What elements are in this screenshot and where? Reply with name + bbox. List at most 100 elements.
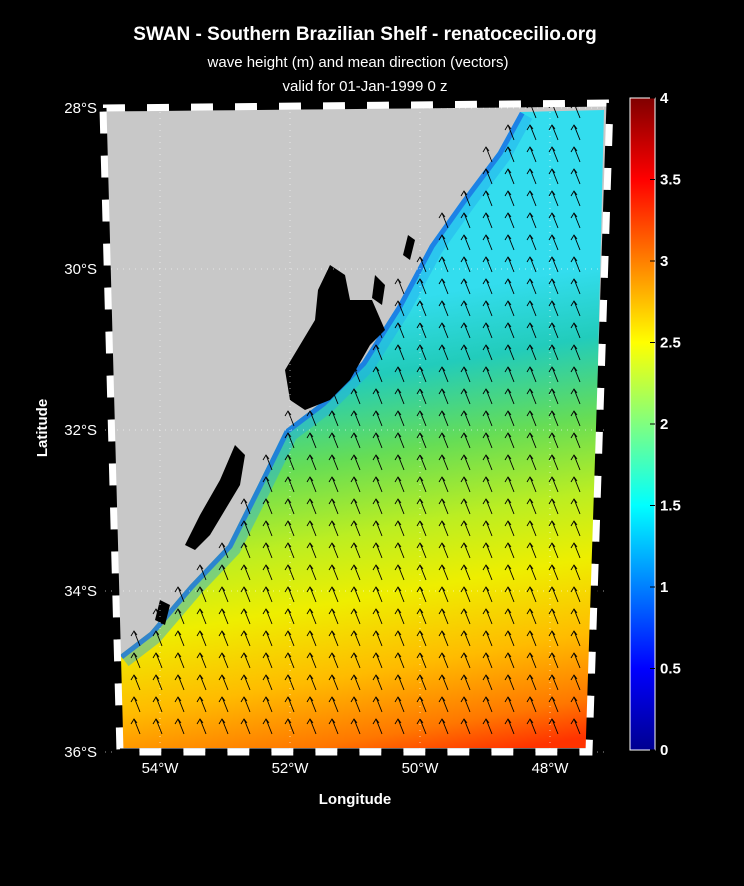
direction-arrow (394, 476, 405, 493)
direction-arrow (548, 410, 559, 427)
direction-arrow (438, 476, 449, 493)
direction-arrow (240, 608, 251, 625)
direction-arrow (548, 322, 559, 339)
direction-arrow (504, 124, 515, 141)
direction-arrow (460, 696, 471, 713)
direction-arrow (548, 168, 559, 185)
direction-arrow (460, 212, 471, 229)
direction-arrow (504, 542, 515, 559)
direction-arrow (152, 674, 163, 691)
direction-arrow (526, 146, 537, 163)
direction-arrow (416, 674, 427, 691)
direction-arrow (526, 388, 537, 405)
direction-arrow (482, 586, 493, 603)
direction-arrow (482, 674, 493, 691)
direction-arrow (372, 366, 383, 383)
direction-arrow (416, 498, 427, 515)
direction-arrow (196, 564, 207, 581)
direction-arrow (504, 498, 515, 515)
direction-arrow (438, 498, 449, 515)
direction-arrow (394, 454, 405, 471)
lon-tick-label: 52°W (272, 760, 310, 777)
direction-arrow (218, 674, 229, 691)
direction-arrow (482, 256, 493, 273)
direction-arrow (526, 520, 537, 537)
direction-arrow (548, 432, 559, 449)
direction-arrow (394, 388, 405, 405)
direction-arrow (460, 322, 471, 339)
direction-arrow (548, 234, 559, 251)
direction-arrow (460, 278, 471, 295)
direction-arrow (152, 608, 163, 625)
direction-arrow (350, 498, 361, 515)
direction-arrow (504, 190, 515, 207)
direction-arrow (438, 696, 449, 713)
direction-arrow (416, 366, 427, 383)
direction-arrow (240, 520, 251, 537)
direction-arrow (482, 300, 493, 317)
direction-arrow (504, 410, 515, 427)
direction-arrow (460, 388, 471, 405)
direction-arrow (548, 256, 559, 273)
colorbar-tick-label: 3 (660, 253, 668, 270)
direction-arrow (548, 630, 559, 647)
direction-arrow (482, 344, 493, 361)
direction-arrow (328, 718, 339, 735)
direction-arrow (570, 366, 581, 383)
direction-arrow (196, 608, 207, 625)
direction-arrow (482, 476, 493, 493)
direction-arrow (240, 630, 251, 647)
direction-arrow (416, 608, 427, 625)
direction-arrow (438, 410, 449, 427)
direction-arrow (372, 608, 383, 625)
direction-arrow (416, 388, 427, 405)
colorbar-tick-label: 4 (660, 90, 669, 107)
direction-arrow (504, 256, 515, 273)
direction-arrow (460, 190, 471, 207)
direction-arrow (328, 388, 339, 405)
direction-arrow (460, 432, 471, 449)
direction-arrow (306, 630, 317, 647)
direction-arrow (570, 520, 581, 537)
direction-arrow (394, 278, 405, 295)
direction-arrow (350, 476, 361, 493)
direction-arrow (460, 234, 471, 251)
direction-arrow (482, 608, 493, 625)
direction-arrow (438, 630, 449, 647)
direction-arrow (284, 542, 295, 559)
direction-arrow (438, 256, 449, 273)
direction-arrow (526, 168, 537, 185)
direction-arrow (328, 410, 339, 427)
direction-arrow (262, 608, 273, 625)
direction-arrow (504, 674, 515, 691)
direction-arrow (328, 696, 339, 713)
direction-arrow (548, 608, 559, 625)
direction-arrow (526, 234, 537, 251)
direction-arrow (284, 432, 295, 449)
direction-arrow (240, 564, 251, 581)
direction-arrow (526, 652, 537, 669)
direction-arrow (350, 520, 361, 537)
direction-arrow (174, 652, 185, 669)
direction-arrow (350, 410, 361, 427)
direction-arrow (262, 564, 273, 581)
direction-arrow (504, 652, 515, 669)
direction-arrow (262, 696, 273, 713)
direction-arrow (284, 586, 295, 603)
direction-arrow (306, 718, 317, 735)
direction-arrow (526, 212, 537, 229)
direction-arrow (482, 322, 493, 339)
direction-arrow (504, 300, 515, 317)
direction-arrow (526, 300, 537, 317)
direction-arrow (174, 674, 185, 691)
direction-arrow (284, 652, 295, 669)
direction-arrow (570, 212, 581, 229)
direction-arrow (328, 608, 339, 625)
direction-arrow (152, 696, 163, 713)
direction-arrow (262, 718, 273, 735)
direction-arrow (416, 564, 427, 581)
direction-arrow (482, 542, 493, 559)
direction-arrow (350, 674, 361, 691)
direction-arrow (504, 366, 515, 383)
direction-arrow (526, 696, 537, 713)
